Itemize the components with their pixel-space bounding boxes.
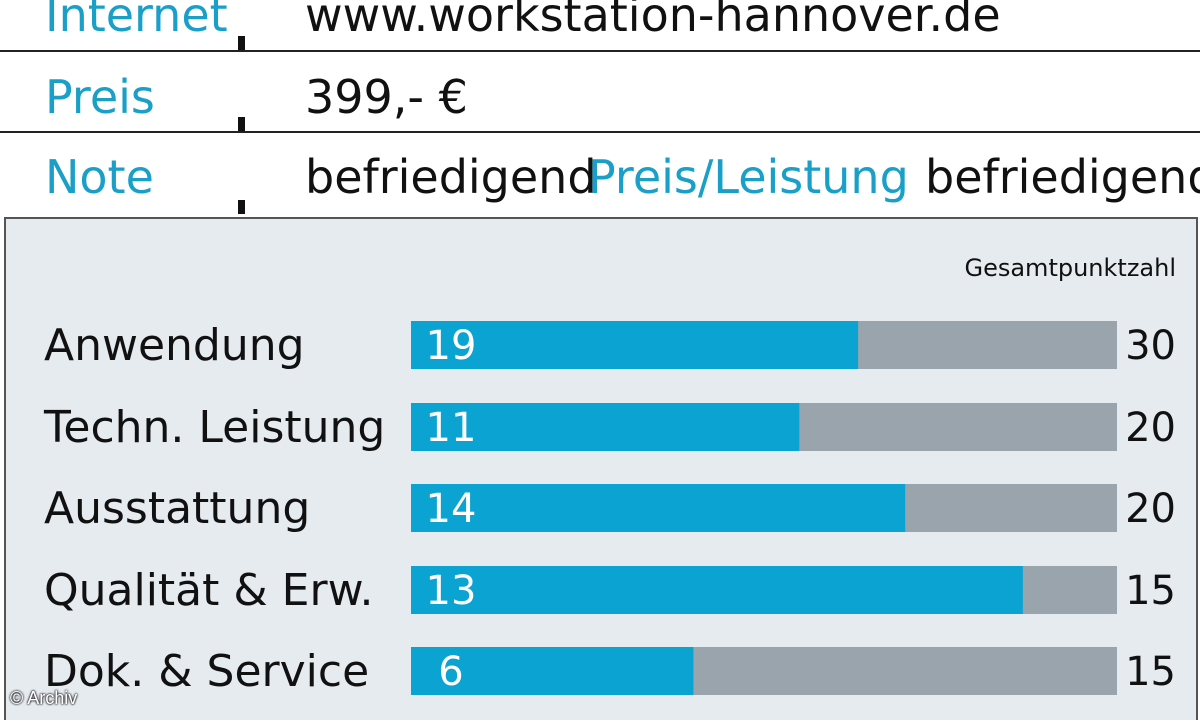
divider-tick-1	[238, 36, 245, 50]
divider-2	[0, 131, 1200, 133]
grade-value: befriedigend	[305, 150, 597, 204]
category-label-2: Ausstattung	[44, 483, 310, 534]
bar-max-label-3: 15	[1125, 568, 1176, 614]
bar-fill-3	[411, 566, 1023, 614]
category-label-1: Techn. Leistung	[43, 402, 385, 453]
price-performance-label: Preis/Leistung	[588, 150, 909, 204]
bar-fill-4	[411, 647, 694, 695]
copyright-notice: © Archiv	[10, 688, 78, 708]
bar-max-label-0: 30	[1125, 323, 1176, 369]
price-value: 399,- €	[305, 70, 468, 124]
rating-chart: Gesamtpunktzahl Anwendung 19 30 Techn. Leis…	[43, 254, 1176, 697]
rating-chart-panel: Gesamtpunktzahl Anwendung 19 30 Techn. Leis…	[4, 217, 1198, 720]
category-label-3: Qualität & Erw.	[44, 565, 374, 616]
grade-row: Note befriedigend Preis/Leistung befried…	[0, 150, 1200, 230]
bar-value-label-0: 19	[426, 323, 477, 369]
divider-1	[0, 50, 1200, 52]
bar-fill-1	[411, 403, 800, 451]
internet-label: Internet	[45, 0, 228, 42]
bar-max-label-4: 15	[1125, 649, 1176, 695]
price-performance-value: befriedigend	[925, 150, 1200, 204]
grade-label: Note	[45, 150, 154, 204]
bar-fill-2	[411, 484, 906, 532]
category-label-0: Anwendung	[44, 320, 305, 371]
internet-value[interactable]: www.workstation-hannover.de	[305, 0, 1001, 42]
bar-value-label-2: 14	[426, 486, 477, 532]
price-row: Preis 399,- €	[0, 70, 1200, 150]
chart-header: Gesamtpunktzahl	[964, 254, 1176, 282]
bar-value-label-1: 11	[426, 405, 477, 451]
category-label-4: Dok. & Service	[44, 646, 369, 697]
bar-value-label-4: 6	[438, 649, 463, 695]
bar-max-label-1: 20	[1125, 405, 1176, 451]
divider-tick-3	[238, 200, 245, 214]
internet-row: Internet www.workstation-hannover.de	[0, 0, 1200, 68]
bar-value-label-3: 13	[426, 568, 477, 614]
bar-max-label-2: 20	[1125, 486, 1176, 532]
bars-group: Anwendung 19 30 Techn. Leistung 11 20 Ausstatt…	[43, 320, 1176, 697]
bar-fill-0	[411, 321, 859, 369]
price-label: Preis	[45, 70, 155, 124]
divider-tick-2	[238, 117, 245, 131]
